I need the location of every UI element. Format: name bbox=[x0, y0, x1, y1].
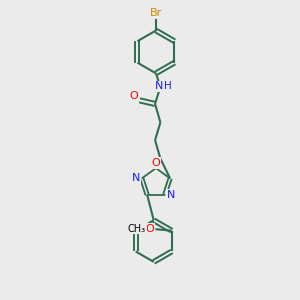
Text: O: O bbox=[146, 224, 154, 234]
Text: Br: Br bbox=[150, 8, 162, 18]
Text: N: N bbox=[132, 173, 140, 183]
Text: H: H bbox=[164, 81, 172, 92]
Text: N: N bbox=[167, 190, 175, 200]
Text: O: O bbox=[151, 158, 160, 168]
Text: N: N bbox=[155, 81, 164, 92]
Text: CH₃: CH₃ bbox=[128, 224, 146, 234]
Text: O: O bbox=[130, 91, 138, 100]
